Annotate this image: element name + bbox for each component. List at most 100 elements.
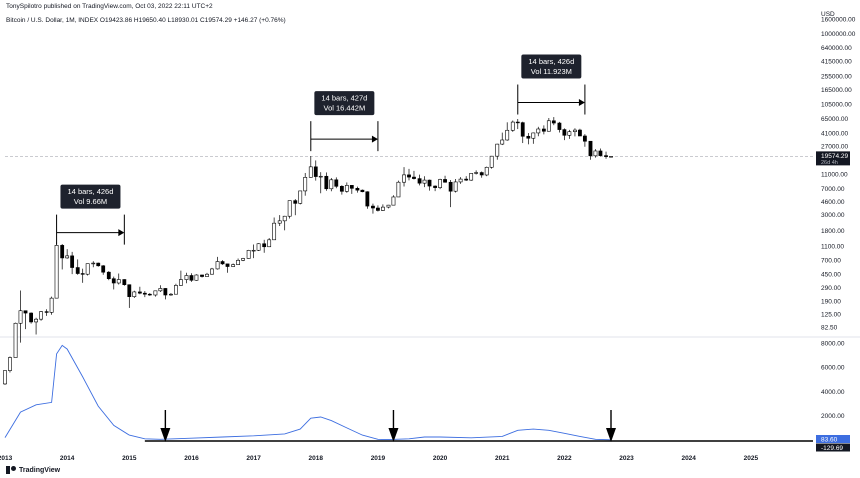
candle-body <box>551 120 556 124</box>
candle-body <box>49 297 54 313</box>
candle-body <box>541 128 546 132</box>
candle <box>464 176 469 181</box>
candle-body <box>438 179 442 188</box>
candle-body <box>433 185 438 188</box>
range-bars-days: 14 bars, 427d <box>321 94 367 103</box>
candle-body <box>427 179 432 187</box>
candle-body <box>101 265 106 273</box>
candle-body <box>18 310 23 324</box>
price-tick-label: 1800.00 <box>821 228 845 235</box>
candle-body <box>205 273 209 277</box>
time-tick-label: 2023 <box>619 455 634 462</box>
candle-body <box>122 279 127 286</box>
candle-body <box>396 181 401 198</box>
range-volume: Vol 16.442M <box>324 104 366 113</box>
candle <box>376 205 380 212</box>
candle <box>433 185 438 192</box>
candle-body <box>215 261 220 270</box>
time-tick-label: 2016 <box>184 455 199 462</box>
indicator-value-label: 83.60 <box>821 436 838 443</box>
candle-body <box>137 291 142 294</box>
candle <box>153 290 158 297</box>
candle-body <box>578 129 582 137</box>
indicator-tick-label: 8000.00 <box>821 340 845 347</box>
candle <box>158 285 163 293</box>
candle-body <box>272 222 277 241</box>
candle-body <box>588 140 593 157</box>
candle-body <box>29 312 34 323</box>
candle <box>479 171 484 178</box>
price-tick-label: 190.00 <box>821 298 841 305</box>
candle <box>536 126 541 137</box>
price-tick-label: 105000.00 <box>821 101 852 108</box>
candle-body <box>515 121 520 124</box>
candle <box>520 121 525 144</box>
candle-body <box>344 185 349 192</box>
candle <box>541 125 546 135</box>
price-tick-label: 7000.00 <box>821 186 845 193</box>
candle-body <box>505 129 510 141</box>
candle-body <box>256 243 261 251</box>
candle-body <box>546 120 551 132</box>
candle <box>515 119 520 130</box>
range-arrow-head <box>578 99 585 107</box>
candle-body <box>194 274 199 281</box>
candle <box>562 128 567 141</box>
time-tick-label: 2013 <box>0 455 13 462</box>
candle-body <box>417 178 422 184</box>
time-tick-label: 2025 <box>744 455 759 462</box>
candle-body <box>329 179 334 190</box>
price-tick-label: 1100.00 <box>821 243 844 250</box>
candle <box>178 270 183 286</box>
candle <box>557 121 562 133</box>
time-tick-label: 2019 <box>371 455 386 462</box>
candle <box>371 203 375 214</box>
candle <box>132 290 137 299</box>
candle-body <box>293 200 298 204</box>
indicator-tick-label: 2000.00 <box>821 413 845 420</box>
candle <box>137 286 142 295</box>
candle-body <box>376 207 380 211</box>
time-tick-label: 2014 <box>60 455 75 462</box>
candle <box>282 215 287 231</box>
price-tick-label: 27000.00 <box>821 144 848 151</box>
candle <box>469 173 474 181</box>
candle-body <box>91 262 96 265</box>
candle-body <box>287 200 292 217</box>
candle <box>598 148 603 157</box>
candle-body <box>127 284 132 297</box>
candle-body <box>402 174 406 183</box>
candle <box>241 257 245 262</box>
time-axis[interactable]: 2013 2014 2015 2016 2017 2018 2019 2020 2021 2022… <box>0 455 758 462</box>
time-tick-label: 2024 <box>681 455 696 462</box>
candle-body <box>598 150 603 156</box>
candle <box>349 185 354 194</box>
candle <box>609 156 613 158</box>
price-tick-label: 1600000.00 <box>821 16 856 23</box>
candle-body <box>147 293 152 296</box>
candle <box>303 172 308 196</box>
candle <box>526 133 531 145</box>
bar-countdown: 26d 4h <box>821 160 838 166</box>
indicator-baseline-label: -129.69 <box>821 445 843 452</box>
last-price-tag <box>816 151 850 166</box>
candle <box>355 186 360 193</box>
candle <box>200 274 204 278</box>
cycle-marker-head <box>388 428 399 442</box>
candle-body <box>520 122 525 137</box>
candle <box>65 249 70 259</box>
price-tick-label: 255000.00 <box>821 74 852 81</box>
candle-body <box>220 261 225 265</box>
candle-body <box>34 318 38 323</box>
tradingview-brand-text: TradingView <box>19 466 61 474</box>
candle <box>13 322 18 358</box>
candle <box>402 167 406 187</box>
candle-body <box>116 279 121 284</box>
candle <box>91 261 96 268</box>
time-tick-label: 2020 <box>433 455 448 462</box>
time-tick-label: 2015 <box>122 455 137 462</box>
